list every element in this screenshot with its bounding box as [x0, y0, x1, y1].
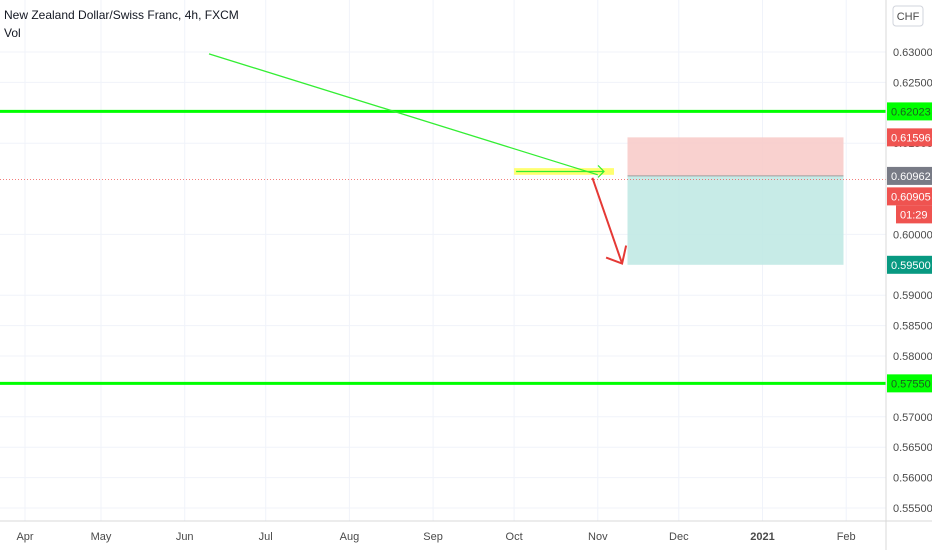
y-tick-label: 0.55500	[893, 503, 932, 515]
time-axis[interactable]: Apr May Jun Jul Aug Sep Oct Nov Dec 2021 Feb	[16, 531, 855, 543]
x-tick-label: Dec	[669, 531, 689, 543]
last-price-tag-label: 0.60905	[891, 191, 931, 203]
last-price-tag	[887, 187, 932, 206]
level-tag-label: 0.57550	[891, 378, 931, 390]
y-tick-label: 0.58500	[893, 321, 932, 333]
level-tag	[887, 374, 932, 393]
x-tick-label: Apr	[16, 531, 33, 543]
y-tick-label: 0.57000	[893, 412, 932, 424]
forecast-arrow-shaft[interactable]	[591, 177, 624, 264]
x-tick-label: Nov	[588, 531, 608, 543]
trendline[interactable]	[208, 53, 598, 176]
y-tick-label: 0.59000	[893, 290, 932, 302]
position-zones	[514, 137, 844, 265]
entry-price-tag	[887, 166, 932, 185]
x-tick-label: 2021	[750, 531, 774, 543]
x-tick-label: May	[91, 531, 112, 543]
drawings	[0, 53, 886, 385]
y-tick-label: 0.60000	[893, 229, 932, 241]
y-tick-label: 0.58000	[893, 351, 932, 363]
forecast-arrow-head	[605, 245, 628, 265]
stop-loss-zone[interactable]	[627, 137, 844, 176]
bar-countdown-label: 01:29	[900, 209, 928, 221]
x-tick-label: Aug	[340, 531, 360, 543]
volume-label: Vol	[4, 26, 21, 40]
entry-price-tag-label: 0.60962	[891, 171, 931, 183]
x-tick-label: Feb	[837, 531, 856, 543]
x-tick-label: Sep	[423, 531, 443, 543]
target-price-tag-label: 0.59500	[891, 260, 931, 272]
bar-countdown-tag	[896, 205, 932, 224]
currency-badge[interactable]: CHF	[892, 5, 924, 27]
target-price-tag	[887, 255, 932, 274]
stop-price-tag-label: 0.61596	[891, 132, 931, 144]
x-tick-label: Jun	[176, 531, 194, 543]
x-tick-label: Jul	[259, 531, 273, 543]
y-tick-label: 0.56000	[893, 473, 932, 485]
highlight-arrow	[516, 165, 605, 178]
symbol-title[interactable]: New Zealand Dollar/Swiss Franc, 4h, FXCM	[4, 8, 239, 22]
level-tag-label: 0.62023	[891, 106, 931, 118]
x-tick-label: Oct	[506, 531, 523, 543]
stop-price-tag	[887, 128, 932, 147]
y-tick-label: 0.56500	[893, 442, 932, 454]
level-tag	[887, 102, 932, 121]
currency-badge-label: CHF	[897, 11, 920, 23]
y-tick-label: 0.62500	[893, 77, 932, 89]
grid	[0, 0, 886, 521]
y-tick-label: 0.63000	[893, 47, 932, 59]
price-tags: 0.62023 0.57550 0.61596 0.60962 0.60905 01:29…	[887, 102, 932, 393]
take-profit-zone[interactable]	[627, 175, 844, 265]
